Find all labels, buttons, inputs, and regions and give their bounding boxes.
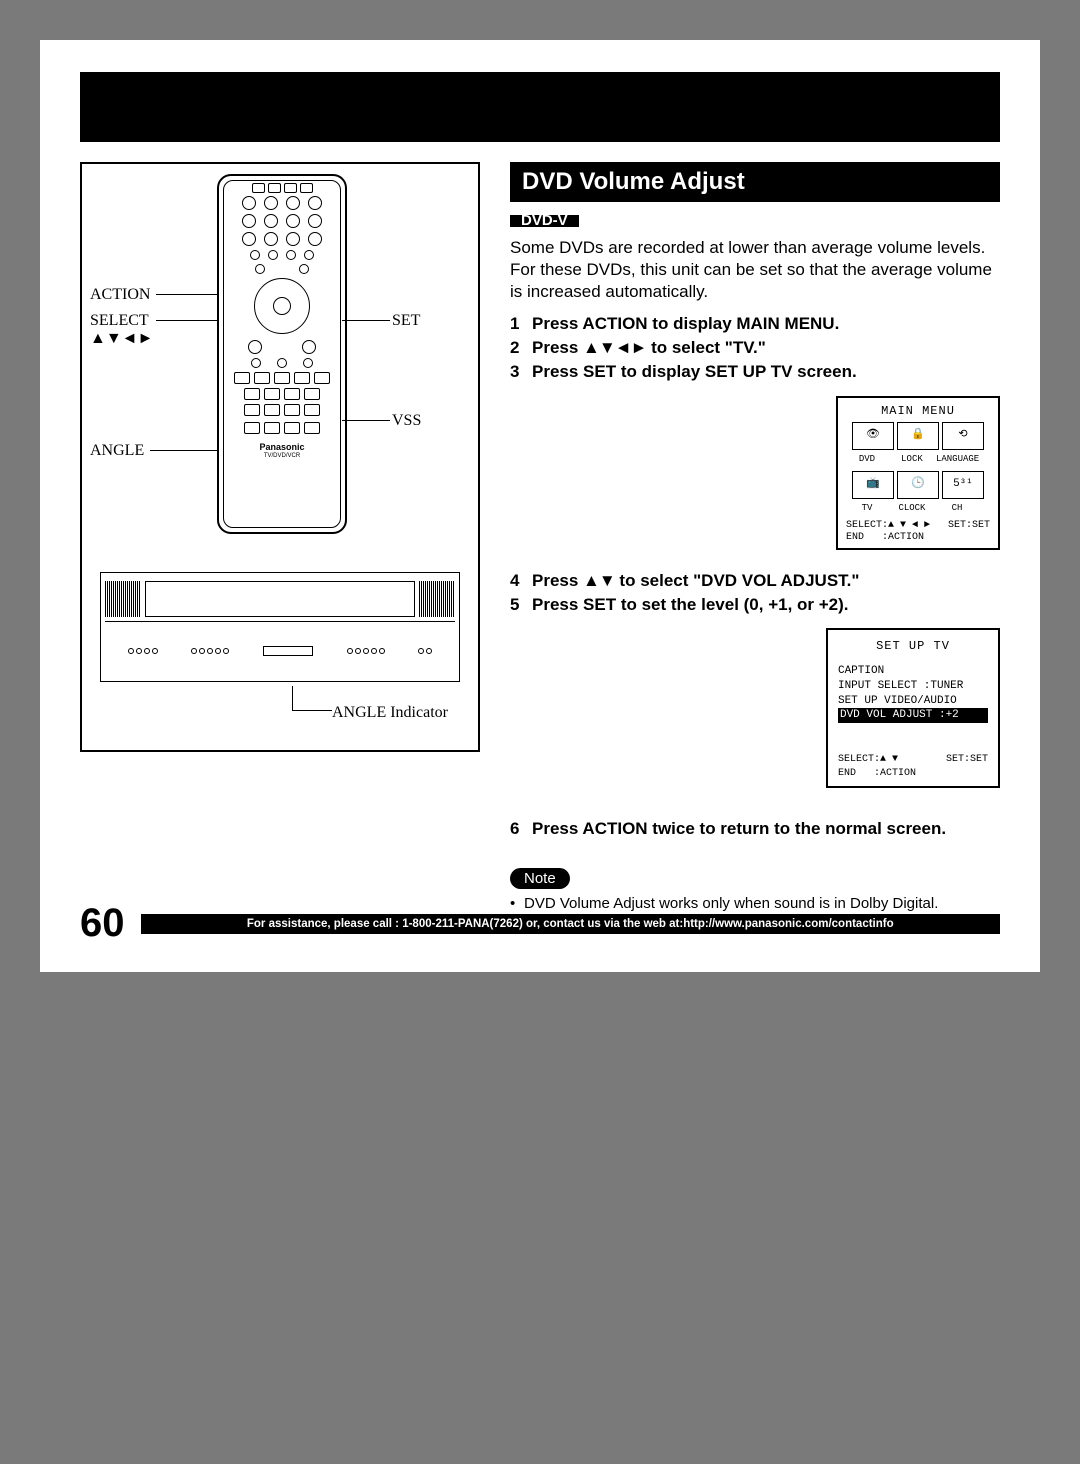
badge-border: DVD-V — [510, 215, 579, 227]
osd-labels-row2: TV CLOCK CH — [846, 503, 990, 514]
osd-cell: 🕒 — [897, 471, 939, 499]
line — [292, 686, 293, 710]
osd-footer2: END :ACTION — [846, 532, 990, 544]
line — [150, 450, 218, 451]
osd-labels-row1: DVD LOCK LANGUAGE — [846, 454, 990, 465]
step-num: 3 — [510, 361, 532, 383]
arrows-icon: ▲▼◄► — [583, 338, 646, 357]
osd2-line: INPUT SELECT :TUNER — [838, 679, 988, 694]
osd2-footer2: END :ACTION — [838, 767, 988, 781]
osd2-highlight: DVD VOL ADJUST :+2 — [838, 708, 988, 723]
l: CH — [936, 503, 978, 514]
callout-vss: VSS — [392, 412, 421, 430]
osd-grid-row1: 👁 🔒 ⟲ — [846, 422, 990, 450]
osd2-line: SET UP VIDEO/AUDIO — [838, 694, 988, 709]
line — [342, 320, 390, 321]
osd-cell: 📺 — [852, 471, 894, 499]
line — [292, 710, 332, 711]
step-num: 4 — [510, 570, 532, 592]
l: LANGUAGE — [936, 454, 978, 465]
device-panel — [105, 626, 455, 676]
osd-title: MAIN MENU — [846, 404, 990, 418]
osd-setup-tv: SET UP TV CAPTION INPUT SELECT :TUNER SE… — [826, 628, 1000, 789]
l: TV — [846, 503, 888, 514]
manual-page: ACTION SELECT ▲▼◄► ANGLE SET VSS ANGLE I… — [40, 40, 1040, 972]
steps-group-2: 4 Press ▲▼ to select "DVD VOL ADJUST." 5… — [510, 570, 1000, 616]
steps-group-1: 1 Press ACTION to display MAIN MENU. 2 P… — [510, 313, 1000, 383]
callout-action: ACTION — [90, 286, 150, 304]
callout-set: SET — [392, 312, 420, 330]
step-3: 3 Press SET to display SET UP TV screen. — [510, 361, 1000, 383]
dpad-icon — [254, 278, 310, 334]
line — [156, 320, 218, 321]
arrows-icon: ▲▼ — [583, 571, 615, 590]
dvd-v-badge: DVD-V — [512, 217, 577, 225]
l: CLOCK — [891, 503, 933, 514]
osd-cell: 5³¹ — [942, 471, 984, 499]
line — [342, 420, 390, 421]
osd2-title: SET UP TV — [838, 638, 988, 654]
step-text: Press SET to set the level (0, +1, or +2… — [532, 594, 1000, 616]
step-4: 4 Press ▲▼ to select "DVD VOL ADJUST." — [510, 570, 1000, 592]
page-number: 60 — [80, 901, 125, 946]
step-1: 1 Press ACTION to display MAIN MENU. — [510, 313, 1000, 335]
intro-text: Some DVDs are recorded at lower than ave… — [510, 237, 1000, 303]
two-column-layout: ACTION SELECT ▲▼◄► ANGLE SET VSS ANGLE I… — [80, 162, 1000, 912]
remote-buttons: Panasonic TV/DVD/VCR — [219, 176, 345, 532]
osd-cell: 🔒 — [897, 422, 939, 450]
header-black-bar — [80, 72, 1000, 142]
t: Press — [532, 338, 583, 357]
callout-select-arrows: ▲▼◄► — [90, 330, 153, 348]
step-text: Press ACTION to display MAIN MENU. — [532, 313, 1000, 335]
device-outline — [100, 572, 460, 682]
callout-angle: ANGLE — [90, 442, 144, 460]
step-2: 2 Press ▲▼◄► to select "TV." — [510, 337, 1000, 359]
osd2-footer1: SELECT:▲ ▼ SET:SET — [838, 753, 988, 767]
right-column: DVD Volume Adjust DVD-V Some DVDs are re… — [510, 162, 1000, 912]
section-title: DVD Volume Adjust — [510, 162, 1000, 202]
step-text: Press SET to display SET UP TV screen. — [532, 361, 1000, 383]
step-text: Press ACTION twice to return to the norm… — [532, 818, 1000, 840]
page-footer: 60 For assistance, please call : 1-800-2… — [80, 901, 1000, 946]
remote-brand: Panasonic — [259, 442, 304, 452]
t: Press — [532, 571, 583, 590]
step-num: 6 — [510, 818, 532, 840]
step-num: 1 — [510, 313, 532, 335]
device-screen — [105, 577, 455, 622]
remote-diagram: ACTION SELECT ▲▼◄► ANGLE SET VSS ANGLE I… — [80, 162, 480, 752]
osd-footer1: SELECT:▲ ▼ ◄ ► SET:SET — [846, 520, 990, 532]
remote-outline: Panasonic TV/DVD/VCR — [217, 174, 347, 534]
t: to select "DVD VOL ADJUST." — [615, 571, 860, 590]
line — [156, 294, 218, 295]
step-num: 5 — [510, 594, 532, 616]
osd-cell: 👁 — [852, 422, 894, 450]
osd-main-menu: MAIN MENU 👁 🔒 ⟲ DVD LOCK LANGUAGE 📺 🕒 5³… — [836, 396, 1000, 550]
step-text: Press ▲▼ to select "DVD VOL ADJUST." — [532, 570, 1000, 592]
l: LOCK — [891, 454, 933, 465]
l: DVD — [846, 454, 888, 465]
osd-cell: ⟲ — [942, 422, 984, 450]
footer-assistance-bar: For assistance, please call : 1-800-211-… — [141, 914, 1001, 934]
remote-sub: TV/DVD/VCR — [264, 453, 300, 459]
step-text: Press ▲▼◄► to select "TV." — [532, 337, 1000, 359]
step-6: 6 Press ACTION twice to return to the no… — [510, 818, 1000, 840]
left-column: ACTION SELECT ▲▼◄► ANGLE SET VSS ANGLE I… — [80, 162, 480, 912]
t: to select "TV." — [646, 338, 765, 357]
step-5: 5 Press SET to set the level (0, +1, or … — [510, 594, 1000, 616]
steps-group-3: 6 Press ACTION twice to return to the no… — [510, 818, 1000, 840]
osd2-line: CAPTION — [838, 664, 988, 679]
callout-angle-indicator: ANGLE Indicator — [332, 704, 448, 722]
note-pill: Note — [510, 868, 570, 889]
osd-grid-row2: 📺 🕒 5³¹ — [846, 471, 990, 499]
step-num: 2 — [510, 337, 532, 359]
callout-select: SELECT — [90, 312, 149, 330]
